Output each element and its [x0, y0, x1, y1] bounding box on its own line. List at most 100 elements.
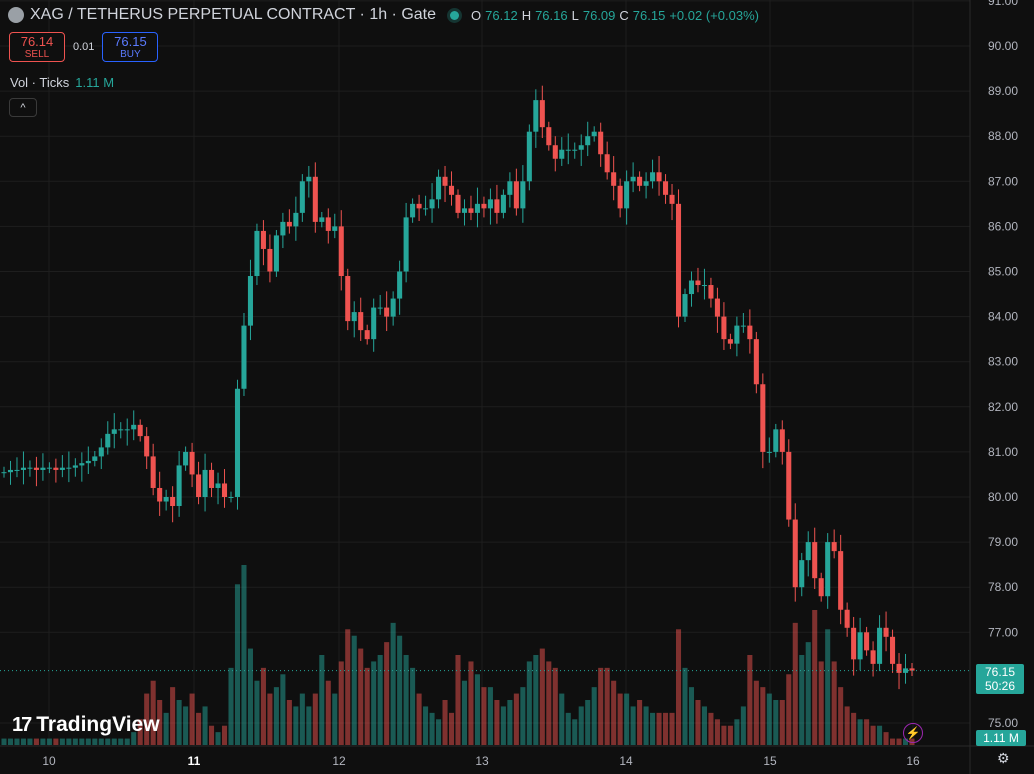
candle-body	[643, 181, 649, 186]
candle-body	[559, 149, 565, 159]
volume-bar	[189, 693, 195, 745]
candle-body	[825, 542, 831, 597]
volume-bar	[436, 719, 442, 745]
volume-bar	[695, 700, 701, 745]
volume-bar	[7, 738, 14, 745]
candle-body	[79, 463, 85, 466]
candle-body	[72, 465, 78, 468]
candle-body	[864, 632, 870, 651]
settings-gear-icon[interactable]: ⚙	[997, 750, 1010, 766]
volume-bar	[170, 687, 176, 745]
x-tick-label: 10	[42, 754, 56, 768]
volume-bar	[397, 635, 403, 745]
y-tick-label: 75.00	[988, 716, 1018, 730]
volume-bar	[215, 732, 221, 745]
volume-bar	[902, 738, 909, 745]
candle-body	[325, 217, 331, 231]
sell-button[interactable]: 76.14 SELL	[9, 32, 65, 62]
candle-body	[66, 467, 72, 469]
y-tick-label: 82.00	[988, 400, 1018, 414]
volume-bar	[753, 680, 759, 745]
volume-bar	[604, 667, 610, 745]
candle-body	[20, 467, 26, 470]
volume-bar	[656, 712, 662, 745]
volume-bar	[526, 661, 532, 745]
volume-bar	[870, 725, 876, 745]
last-price-label: 76.15 50:26	[976, 664, 1024, 694]
candle-body	[338, 226, 344, 277]
volume-bar	[688, 687, 695, 745]
volume-bar	[669, 712, 675, 745]
candle-body	[708, 285, 714, 299]
candle-body	[429, 199, 435, 209]
candle-body	[14, 469, 20, 471]
candle-body	[637, 176, 643, 186]
volume-bar	[299, 693, 305, 745]
volume-value-badge: 1.11 M	[976, 730, 1026, 746]
candle-body	[92, 456, 98, 461]
candle-body	[27, 467, 33, 469]
symbol-title[interactable]: XAG / TETHERUS PERPETUAL CONTRACT · 1h ·…	[30, 6, 437, 23]
y-tick-label: 90.00	[988, 39, 1018, 53]
high-value: 76.16	[535, 7, 568, 23]
candle-body	[500, 194, 506, 213]
volume-bar	[403, 655, 409, 745]
volume-bar	[533, 655, 539, 745]
buy-button[interactable]: 76.15 BUY	[102, 32, 159, 62]
volume-bar	[578, 706, 584, 745]
volume-bar	[650, 712, 656, 745]
low-label: L	[571, 7, 579, 23]
candle-body	[228, 497, 234, 498]
candle-body	[196, 474, 202, 497]
candle-body	[345, 276, 351, 322]
volume-bar	[468, 661, 474, 745]
candle-body	[118, 429, 124, 431]
candle-body	[358, 312, 364, 331]
collapse-legend-button[interactable]: ^	[9, 98, 37, 117]
volume-bar	[513, 693, 519, 745]
volume-bar	[890, 738, 896, 745]
candle-body	[442, 176, 448, 186]
candle-body	[844, 609, 850, 628]
volume-bar	[624, 693, 630, 745]
y-tick-label: 85.00	[988, 265, 1018, 279]
buy-label: BUY	[120, 49, 141, 60]
candle-body	[124, 429, 130, 431]
candle-body	[857, 632, 863, 660]
candle-body	[46, 467, 52, 469]
candle-body	[572, 149, 578, 151]
volume-bar	[546, 661, 552, 745]
candle-body	[727, 339, 733, 344]
volume-bar	[896, 738, 902, 745]
ohlc-legend: O 76.12 H 76.16 L 76.09 C 76.15 +0.02 (+0.03…	[471, 8, 759, 23]
candle-body	[624, 181, 630, 209]
volume-bar	[312, 693, 318, 745]
volume-bar	[448, 712, 455, 745]
open-value: 76.12	[485, 7, 518, 23]
candle-body	[831, 542, 837, 552]
candle-body	[436, 176, 442, 200]
candle-body	[183, 451, 189, 466]
volume-legend[interactable]: Vol · Ticks 1.11 M	[10, 75, 114, 90]
volume-bar	[234, 584, 241, 745]
candle-body	[766, 451, 772, 453]
tradingview-logo[interactable]: 17 TradingView	[12, 713, 160, 737]
candle-body	[234, 388, 241, 497]
volume-legend-name: Vol · Ticks	[10, 75, 70, 90]
candle-body	[293, 212, 299, 227]
volume-bar	[727, 725, 733, 745]
candle-body	[740, 325, 746, 327]
market-status-icon	[450, 10, 460, 20]
candle-body	[384, 307, 390, 317]
trade-panel: 76.14 SELL 0.01 76.15 BUY	[9, 32, 159, 62]
volume-bar	[105, 738, 111, 745]
volume-bar	[66, 738, 72, 745]
tradingview-logo-text: TradingView	[36, 713, 160, 736]
volume-bar	[792, 622, 798, 745]
volume-bar	[455, 655, 461, 745]
volume-bar	[358, 648, 364, 745]
candle-body	[170, 497, 176, 507]
volume-bar	[202, 706, 208, 745]
lightning-icon[interactable]: ⚡	[903, 723, 923, 743]
